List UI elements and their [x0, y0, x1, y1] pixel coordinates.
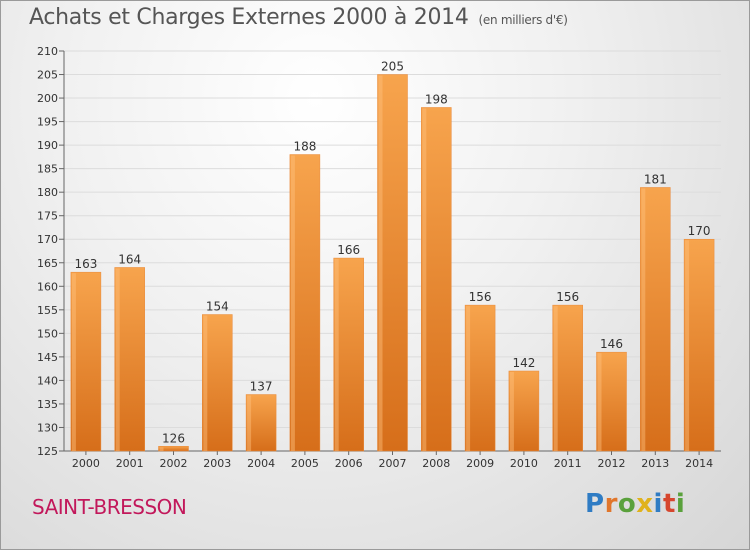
y-tick-label: 195: [37, 116, 58, 129]
y-tick-label: 190: [37, 139, 58, 152]
y-tick-label: 170: [37, 233, 58, 246]
chart-subtitle: (en milliers d'€): [478, 13, 568, 27]
data-label-2009: 156: [469, 290, 492, 304]
bar-2006: [333, 257, 364, 452]
x-tick-label-2013: 2013: [641, 457, 669, 470]
bar-2001: [114, 267, 145, 452]
y-tick-label: 125: [37, 445, 58, 458]
data-labels: 163 164 126 154 137 188 166 205 198 156 142 156 146 1…: [74, 60, 710, 446]
town-name: SAINT-BRESSON: [32, 495, 187, 519]
bar-highlight: [203, 315, 208, 451]
bar-highlight: [553, 306, 558, 451]
y-tick-label: 155: [37, 304, 58, 317]
x-tick-label-2010: 2010: [510, 457, 538, 470]
bar-highlight: [159, 447, 164, 451]
proxiti-logo: Proxiti: [585, 489, 686, 519]
y-tick-label: 160: [37, 280, 58, 293]
chart-title: Achats et Charges Externes 2000 à 2014 (e…: [29, 5, 568, 30]
data-label-2008: 198: [425, 92, 448, 106]
x-tick-label-2008: 2008: [422, 457, 450, 470]
y-tick-label: 145: [37, 351, 58, 364]
y-tick-label: 165: [37, 257, 58, 270]
x-tick-label-2007: 2007: [379, 457, 407, 470]
bar-2009: [464, 304, 496, 452]
bar-highlight: [71, 273, 76, 451]
bar-2008: [421, 107, 452, 452]
bar-2005: [289, 154, 321, 452]
data-label-2014: 170: [688, 224, 711, 238]
bar-2012: [596, 351, 627, 452]
y-tick-label: 140: [37, 374, 58, 387]
bar-highlight: [334, 259, 339, 451]
bar-2004: [245, 394, 277, 452]
bar-2011: [552, 304, 583, 452]
bar-2000: [70, 271, 102, 452]
y-tick-label: 175: [37, 210, 58, 223]
x-tick-label-2011: 2011: [554, 457, 582, 470]
x-tick-label-2012: 2012: [598, 457, 626, 470]
data-label-2011: 156: [556, 290, 579, 304]
data-label-2012: 146: [600, 337, 623, 351]
x-tick-label-2003: 2003: [203, 457, 231, 470]
x-tick-label-2000: 2000: [72, 457, 100, 470]
data-label-2002: 126: [162, 431, 185, 445]
bar-2010: [508, 370, 540, 452]
y-tick-label: 180: [37, 186, 58, 199]
bar-highlight: [641, 188, 646, 451]
bar-highlight: [247, 395, 252, 451]
data-label-2004: 137: [250, 380, 273, 394]
bar-highlight: [115, 268, 120, 451]
title-text: Achats et Charges Externes 2000 à 2014: [29, 5, 469, 30]
y-tick-label: 135: [37, 398, 58, 411]
x-tick-label-2002: 2002: [160, 457, 188, 470]
bar-2014: [683, 238, 715, 452]
data-label-2006: 166: [337, 243, 360, 257]
bar-highlight: [685, 240, 690, 451]
bar-highlight: [509, 372, 514, 451]
y-tick-label: 130: [37, 421, 58, 434]
data-label-2013: 181: [644, 172, 667, 186]
x-tick-label-2005: 2005: [291, 457, 319, 470]
data-label-2003: 154: [206, 300, 229, 314]
bar-highlight: [422, 108, 427, 452]
y-tick-label: 205: [37, 69, 58, 82]
data-label-2005: 188: [293, 140, 316, 154]
bar-2003: [202, 314, 233, 452]
data-label-2007: 205: [381, 60, 404, 74]
data-label-2001: 164: [118, 252, 141, 266]
x-tick-label-2014: 2014: [685, 457, 713, 470]
y-tick-label: 210: [37, 45, 58, 58]
bar-2013: [640, 187, 671, 452]
data-label-2000: 163: [74, 257, 97, 271]
bar-highlight: [597, 353, 602, 451]
x-tick-label-2001: 2001: [116, 457, 144, 470]
bars: [70, 74, 715, 452]
x-tick-label-2004: 2004: [247, 457, 275, 470]
bar-highlight: [290, 155, 295, 451]
bar-2002: [158, 446, 189, 452]
data-label-2010: 142: [512, 356, 535, 370]
x-tick-label-2009: 2009: [466, 457, 494, 470]
y-tick-label: 150: [37, 327, 58, 340]
y-tick-label: 200: [37, 92, 58, 105]
x-tick-label-2006: 2006: [335, 457, 363, 470]
bar-highlight: [466, 306, 471, 451]
bar-2007: [377, 74, 408, 452]
y-tick-label: 185: [37, 163, 58, 176]
bar-highlight: [378, 75, 383, 451]
